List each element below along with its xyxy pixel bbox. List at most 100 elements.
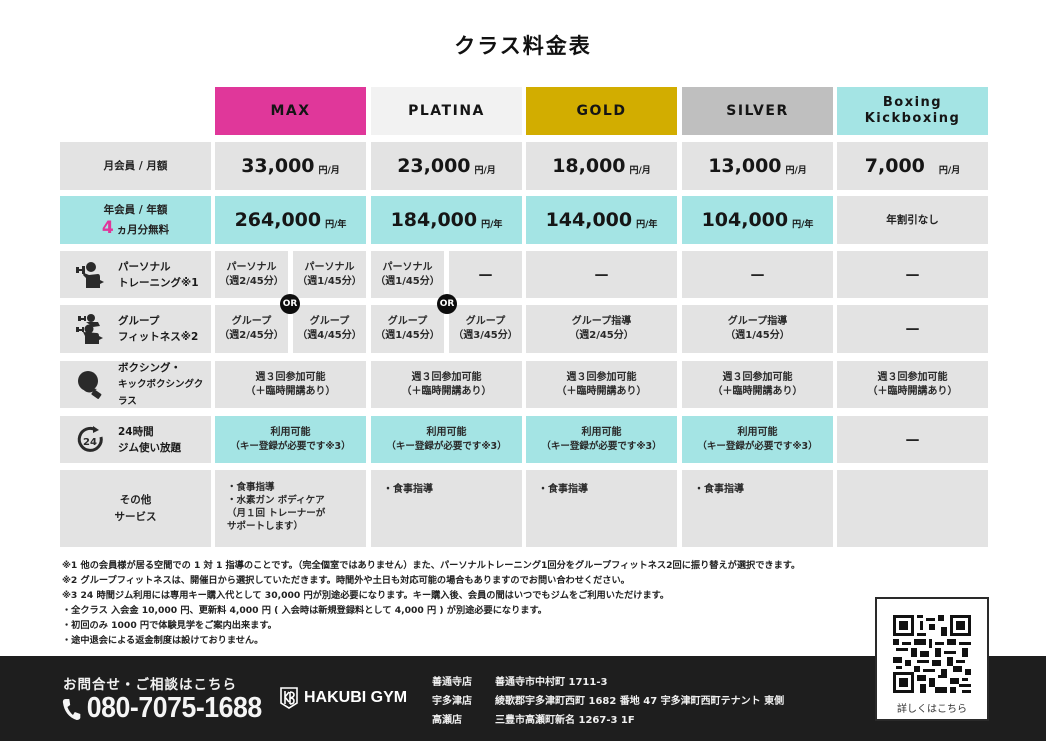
other-max: ・食事指導 ・水素ガン ボディケア （月１回 トレーナーが サポートします） [215, 470, 366, 547]
price-unit: 円/月 [318, 165, 340, 176]
price-value: 33,000 [241, 155, 315, 177]
group-max-option-a: グループ （週2/45分） [215, 305, 288, 353]
personal-silver: — [682, 251, 833, 298]
plan-name: SILVER [726, 103, 789, 119]
row-label-other: その他 サービス [60, 470, 211, 547]
other-boxing [837, 470, 988, 547]
or-text: OR [282, 299, 298, 309]
option-name: パーソナル [226, 261, 277, 273]
contact-label: お問合せ・ご相談はこちら [63, 677, 237, 693]
option-detail: （週2/45分） [219, 275, 284, 287]
option-name: パーソナル [382, 261, 433, 273]
option-name: グループ [387, 316, 428, 327]
value-line1: 利用可能 [426, 426, 467, 438]
dash-text: — [478, 266, 493, 283]
value-line2: （＋臨時開講あり） [245, 385, 336, 397]
option-name: パーソナル [304, 261, 355, 273]
value-line1: 週３回参加可能 [877, 371, 948, 383]
price-value: 104,000 [701, 209, 789, 231]
monthly-price-gold: 18,000 円/月 [526, 142, 677, 190]
annual-price-silver: 104,000 円/年 [682, 196, 833, 244]
option-detail: （週1/45分） [375, 330, 440, 341]
value-line1: 週３回参加可能 [411, 371, 482, 383]
annual-price-boxing: 年割引なし [837, 196, 988, 244]
or-text: OR [439, 299, 455, 309]
group-gold: グループ指導 （週2/45分） [526, 305, 677, 353]
brand-name: HAKUBI GYM [304, 689, 408, 706]
footer-bar [0, 656, 1046, 741]
price-value: 7,000 [864, 155, 925, 177]
24-hours-icon: 24 [74, 423, 108, 457]
gym24-gold: 利用可能 （キー登録が必要です※3） [526, 416, 677, 463]
value-line1: 週３回参加可能 [255, 371, 326, 383]
footnote-1: ※1 他の会員様が居る空間での 1 対 1 指導のことです。（完全個室ではありま… [62, 560, 801, 571]
label-text: 年会員 / 年額 [103, 204, 168, 216]
value-line2: （キー登録が必要です※3） [697, 440, 818, 452]
label-line2: ジム使い放題 [118, 441, 181, 454]
personal-boxing: — [837, 251, 988, 298]
monthly-price-max: 33,000 円/月 [215, 142, 366, 190]
boxing-class-platina: 週３回参加可能 （＋臨時開講あり） [371, 361, 522, 408]
qr-code-icon [893, 615, 971, 693]
dash-text: — [750, 266, 765, 283]
label-line1: ボクシング・ [118, 361, 181, 374]
hakubi-logo-icon [280, 687, 298, 709]
phone-link[interactable]: 080-7075-1688 [61, 692, 262, 725]
no-discount-text: 年割引なし [886, 213, 939, 226]
store-name: 善通寺店 [432, 677, 472, 688]
option-name: グループ指導 [727, 316, 788, 327]
other-gold: ・食事指導 [526, 470, 677, 547]
group-max-option-b: グループ （週4/45分） [293, 305, 366, 353]
personal-platina-option-b: — [449, 251, 522, 298]
plan-header-platina: PLATINA [371, 87, 522, 135]
gym24-boxing: — [837, 416, 988, 463]
price-unit: 円/年 [636, 219, 658, 230]
price-value: 18,000 [552, 155, 626, 177]
row-label-group: グループ フィットネス※2 [60, 305, 211, 353]
plan-header-max: MAX [215, 87, 366, 135]
store-name: 宇多津店 [432, 696, 472, 707]
value-line2: （＋臨時開講あり） [556, 385, 647, 397]
monthly-price-silver: 13,000 円/月 [682, 142, 833, 190]
personal-platina-option-a: パーソナル （週1/45分） [371, 251, 444, 298]
value-line1: 利用可能 [270, 426, 311, 438]
service-item: ・食事指導 [383, 484, 433, 495]
row-label-24h-gym: 24 24時間ジム使い放題 [60, 416, 211, 463]
service-item: ・食事指導 [227, 482, 275, 493]
qr-code-card[interactable]: 詳しくはこちら [875, 597, 989, 721]
row-label-monthly: 月会員 / 月額 [60, 142, 211, 190]
service-item: サポートします） [227, 521, 304, 532]
price-value: 23,000 [397, 155, 471, 177]
store-row: 善通寺店 善通寺市中村町 1711-3 [432, 673, 784, 692]
label-line2: キックボクシングクラス [118, 378, 204, 407]
note-fees: ・全クラス 入会金 10,000 円、更新料 4,000 円 ( 入会時は新規登… [62, 605, 547, 616]
label-line1: グループ [118, 315, 160, 327]
service-item: （月１回 トレーナーが [227, 508, 326, 519]
plan-name: GOLD [576, 103, 627, 119]
value-line2: （＋臨時開講あり） [867, 385, 958, 397]
label-text: ボクシング・キックボクシングクラス [118, 360, 211, 410]
value-line2: （キー登録が必要です※3） [230, 440, 351, 452]
or-badge-platina: OR [437, 294, 457, 314]
option-name: グループ [309, 316, 350, 327]
price-unit: 円/月 [629, 165, 651, 176]
service-item: ・水素ガン ボディケア [227, 495, 325, 506]
value-line2: （＋臨時開講あり） [712, 385, 803, 397]
svg-text:24: 24 [83, 437, 97, 448]
phone-icon [62, 698, 81, 720]
value-line2: （＋臨時開講あり） [401, 385, 492, 397]
label-line1: 24時間 [118, 425, 154, 438]
option-detail: （週1/45分） [375, 275, 440, 287]
boxing-class-gold: 週３回参加可能 （＋臨時開講あり） [526, 361, 677, 408]
store-addresses: 善通寺店 善通寺市中村町 1711-3 宇多津店 綾歌郡宇多津町西町 1682 番地… [432, 673, 784, 730]
free-months-number: 4 [101, 218, 114, 238]
label-text: 24時間ジム使い放題 [118, 424, 181, 456]
store-address: 三豊市高瀬町新名 1267-3 1F [495, 715, 635, 726]
other-silver: ・食事指導 [682, 470, 833, 547]
personal-gold: — [526, 251, 677, 298]
monthly-price-platina: 23,000 円/月 [371, 142, 522, 190]
personal-trainer-icon [74, 258, 108, 292]
monthly-price-boxing: 7,000 円/月 [837, 142, 988, 190]
other-platina: ・食事指導 [371, 470, 522, 547]
price-value: 184,000 [390, 209, 478, 231]
